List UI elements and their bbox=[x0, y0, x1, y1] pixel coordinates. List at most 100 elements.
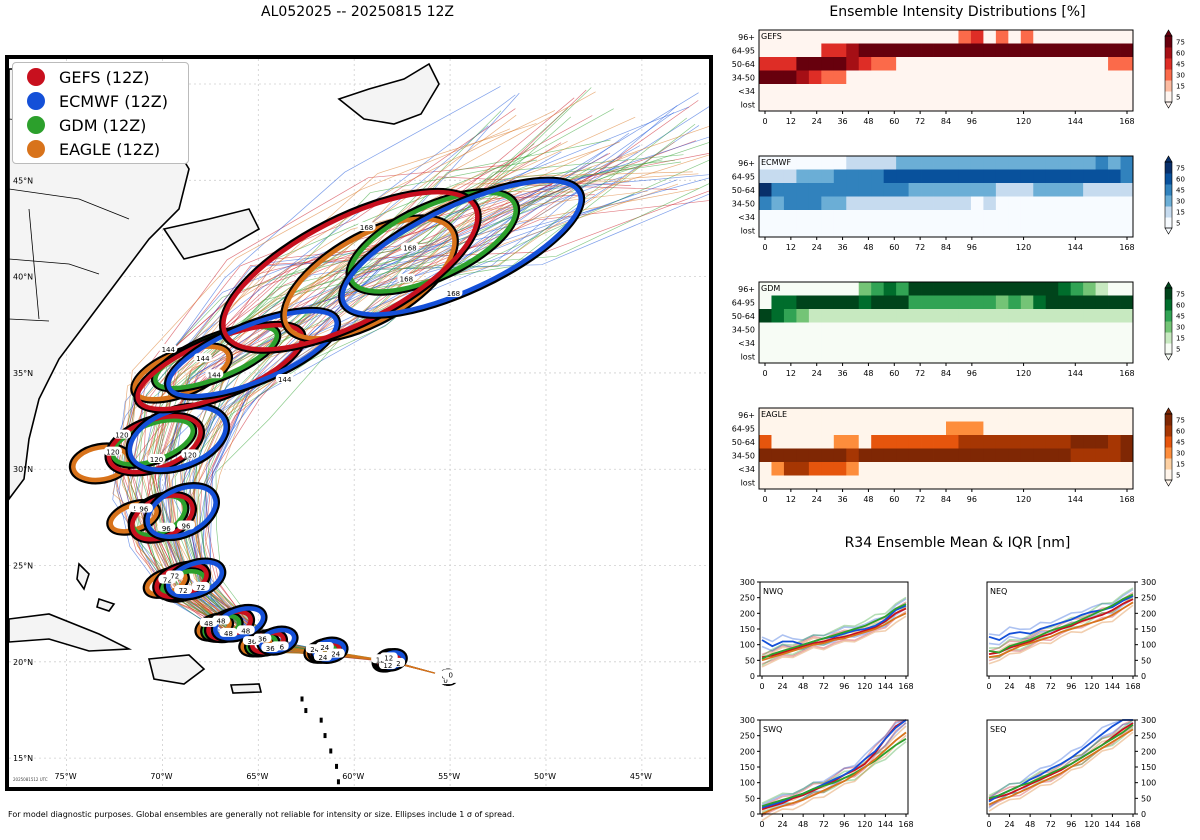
heatmap-cell bbox=[983, 30, 997, 44]
hour-label: 48 bbox=[224, 630, 233, 638]
heatmap-cell bbox=[1058, 196, 1072, 211]
heatmap-cell bbox=[883, 475, 897, 490]
bahamas-2 bbox=[96, 597, 116, 612]
island bbox=[335, 763, 339, 769]
r34-mean-line bbox=[988, 593, 1134, 654]
heatmap-cell bbox=[908, 57, 922, 71]
heatmap-cell bbox=[1033, 84, 1047, 98]
heatmap-cell bbox=[1083, 183, 1096, 197]
colorbar-segment bbox=[1165, 343, 1172, 355]
r34-mean-line bbox=[761, 731, 907, 815]
heatmap-cell bbox=[983, 408, 997, 422]
heatmap-cell bbox=[933, 282, 947, 296]
colorbar-segment bbox=[1165, 414, 1172, 426]
r34-x-label: 0 bbox=[986, 820, 991, 829]
r34-frame bbox=[759, 581, 909, 677]
heatmap-cell bbox=[908, 282, 922, 296]
legend-label: ECMWF (12Z) bbox=[59, 91, 168, 111]
heatmap-cell bbox=[1095, 97, 1109, 112]
heatmap-cell bbox=[1008, 30, 1022, 44]
heatmap-cell bbox=[821, 421, 835, 436]
heatmap-x-label: 168 bbox=[1119, 243, 1134, 252]
heatmap-cell bbox=[846, 349, 860, 364]
heatmap-cell bbox=[883, 97, 897, 112]
heatmap-cell bbox=[958, 295, 972, 310]
r34-x-label: 48 bbox=[1025, 820, 1035, 829]
heatmap-cell bbox=[1070, 435, 1084, 449]
heatmap-cell bbox=[771, 448, 785, 463]
heatmap-cell bbox=[883, 183, 897, 197]
heatmap-cell bbox=[946, 421, 959, 436]
colorbar-segment bbox=[1165, 436, 1172, 448]
heatmap-cell bbox=[808, 84, 822, 98]
heatmap-cell bbox=[883, 448, 897, 463]
hour-label: 12 bbox=[384, 654, 393, 662]
heatmap-cell bbox=[1083, 295, 1096, 310]
heatmap-cell bbox=[921, 183, 934, 197]
heatmap-cell bbox=[970, 421, 984, 436]
heatmap-cell bbox=[833, 183, 847, 197]
heatmap-cell bbox=[858, 309, 872, 323]
intensity-title: Ensemble Intensity Distributions [%] bbox=[829, 4, 1086, 20]
heatmap-y-label: 50-64 bbox=[732, 60, 755, 69]
heatmap-cell bbox=[896, 183, 909, 197]
heatmap-x-label: 120 bbox=[1016, 117, 1031, 126]
heatmap-cell bbox=[858, 43, 872, 58]
heatmap-cell bbox=[796, 349, 810, 364]
heatmap-cell bbox=[958, 349, 972, 364]
map-axis-labels: 50°N45°N40°N35°N30°N25°N20°N15°N75°W70°W… bbox=[13, 80, 652, 781]
heatmap-cell bbox=[759, 349, 772, 364]
heatmap-cell bbox=[908, 295, 922, 310]
heatmap-cell bbox=[808, 448, 822, 463]
hour-label: 168 bbox=[400, 276, 413, 284]
hour-label-bg bbox=[176, 520, 195, 530]
heatmap-cell bbox=[883, 349, 897, 364]
heatmap-cell bbox=[1033, 282, 1047, 296]
heatmap-cell bbox=[846, 97, 860, 112]
heatmap-cell bbox=[1120, 84, 1134, 98]
nova-scotia bbox=[162, 208, 261, 260]
heatmap-cell bbox=[1070, 282, 1084, 296]
lat-label: 20°N bbox=[13, 658, 33, 667]
heatmap-cell bbox=[1008, 196, 1022, 211]
heatmap-cell bbox=[1095, 435, 1109, 449]
heatmap-cell bbox=[783, 322, 797, 337]
heatmap-cell bbox=[970, 97, 984, 112]
heatmap-cell bbox=[1108, 295, 1121, 310]
heatmap-cell bbox=[858, 57, 872, 71]
heatmap-cell bbox=[1020, 421, 1034, 436]
heatmap-cell bbox=[821, 448, 835, 463]
heatmap-cell bbox=[1008, 169, 1022, 184]
heatmap-cell bbox=[970, 84, 984, 98]
island bbox=[304, 708, 308, 714]
heatmap-cell bbox=[796, 84, 810, 98]
heatmap-cell bbox=[933, 421, 947, 436]
heatmap-cell bbox=[871, 196, 885, 211]
heatmap-cell bbox=[1058, 462, 1072, 476]
r34-y-label: 300 bbox=[740, 716, 755, 725]
hour-label: 24 bbox=[331, 651, 340, 659]
heatmap-x-label: 168 bbox=[1119, 117, 1134, 126]
hour-label: 48 bbox=[217, 618, 226, 626]
heatmap-cell bbox=[1083, 84, 1096, 98]
heatmap-cell bbox=[1020, 43, 1034, 58]
r34-iqr-line bbox=[761, 731, 907, 805]
heatmap-cell bbox=[783, 196, 797, 211]
heatmap-x-label: 84 bbox=[941, 117, 951, 126]
heatmap-cell bbox=[995, 223, 1009, 238]
heatmap-cell bbox=[958, 462, 972, 476]
heatmap-cell bbox=[896, 156, 909, 170]
heatmap-cell bbox=[1083, 448, 1096, 463]
r34-y-label: 0 bbox=[750, 810, 755, 819]
heatmap-cell bbox=[983, 183, 997, 197]
heatmap-cell bbox=[1083, 223, 1096, 238]
heatmap-cell bbox=[1070, 84, 1084, 98]
r34-x-label: 144 bbox=[878, 820, 893, 829]
heatmap-cell bbox=[796, 475, 810, 490]
hour-label-bg bbox=[441, 669, 460, 679]
heatmap-cell bbox=[995, 156, 1009, 170]
heatmap-cell bbox=[771, 336, 785, 350]
hour-labels: 0000121212122424242436363636484848487272… bbox=[103, 222, 463, 685]
heatmap-cell bbox=[1083, 475, 1096, 490]
r34-y-label: 50 bbox=[745, 794, 755, 803]
